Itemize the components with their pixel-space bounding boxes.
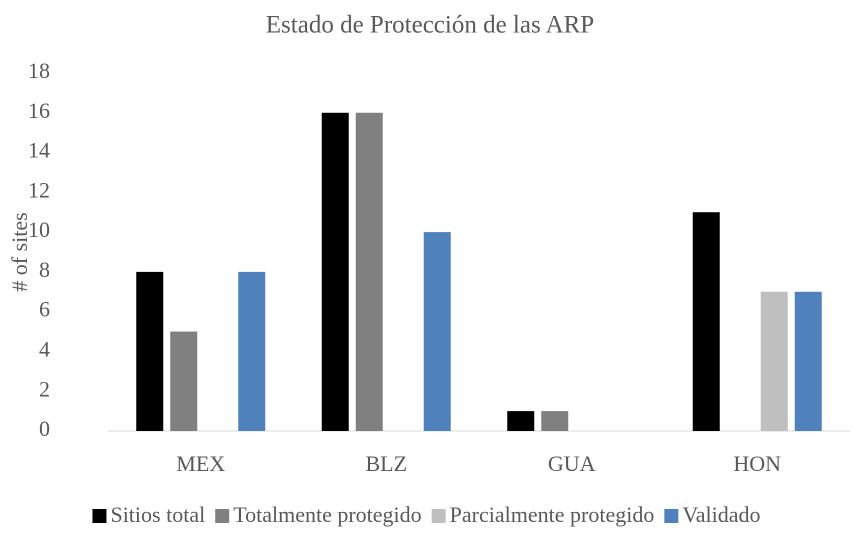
bar bbox=[321, 112, 349, 432]
y-tick-label: 4 bbox=[39, 336, 50, 361]
y-tick-label: 16 bbox=[28, 98, 50, 123]
legend-label: Parcialmente protegido bbox=[450, 502, 655, 527]
bar bbox=[507, 411, 535, 431]
y-tick-label: 2 bbox=[39, 376, 50, 401]
x-tick-label: BLZ bbox=[365, 451, 407, 476]
legend-label: Sitios total bbox=[110, 502, 205, 527]
legend-label: Validado bbox=[682, 502, 760, 527]
y-axis-label: # of sites bbox=[7, 212, 32, 291]
y-tick-label: 8 bbox=[39, 257, 50, 282]
legend-swatch bbox=[92, 509, 107, 523]
legend-swatch bbox=[431, 509, 446, 523]
bar bbox=[136, 271, 164, 431]
legend-swatch bbox=[215, 509, 230, 523]
legend-swatch bbox=[664, 509, 679, 523]
bar bbox=[423, 232, 451, 431]
bar bbox=[692, 212, 720, 431]
x-tick-label: HON bbox=[733, 451, 781, 476]
x-tick-label: MEX bbox=[176, 451, 225, 476]
x-tick-label: GUA bbox=[548, 451, 596, 476]
bar bbox=[170, 331, 198, 431]
bar bbox=[760, 291, 788, 431]
bar bbox=[541, 411, 569, 431]
legend: Sitios total Totalmente protegido Parcialm… bbox=[92, 502, 761, 527]
y-tick-label: 18 bbox=[28, 58, 50, 83]
chart-title: Estado de Protección de las ARP bbox=[266, 12, 594, 39]
bar bbox=[355, 112, 383, 432]
y-tick-label: 6 bbox=[39, 297, 50, 322]
y-tick-label: 14 bbox=[28, 138, 50, 163]
y-tick-label: 0 bbox=[39, 416, 50, 441]
legend-label: Totalmente protegido bbox=[233, 502, 421, 527]
y-tick-label: 10 bbox=[28, 217, 50, 242]
y-tick-label: 12 bbox=[28, 177, 50, 202]
bar bbox=[794, 291, 822, 431]
bar bbox=[238, 271, 266, 431]
